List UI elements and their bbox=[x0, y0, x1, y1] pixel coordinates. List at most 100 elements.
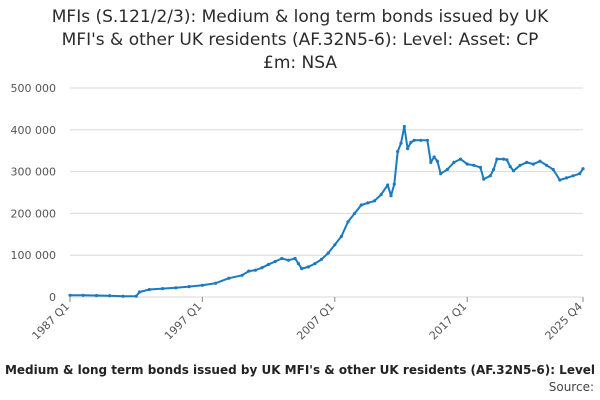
data-point bbox=[581, 167, 585, 171]
data-point bbox=[419, 138, 423, 142]
series-layer bbox=[68, 124, 585, 298]
data-point bbox=[511, 169, 516, 173]
legend-label: Medium & long term bonds issued by UK MF… bbox=[4, 363, 596, 377]
data-point bbox=[306, 265, 310, 269]
data-point bbox=[187, 285, 191, 289]
x-tick-label: 1997 Q1 bbox=[162, 300, 205, 343]
data-point bbox=[108, 294, 112, 298]
data-point bbox=[81, 293, 85, 297]
data-point bbox=[502, 157, 506, 161]
data-point bbox=[399, 141, 403, 145]
y-tick-label: 0 bbox=[49, 291, 56, 304]
data-point bbox=[482, 177, 486, 181]
series-line bbox=[70, 125, 584, 298]
data-point bbox=[508, 165, 512, 169]
x-axis-ticks: 1987 Q1 1997 Q1 2007 Q1 2017 Q1 2025 Q4 bbox=[30, 297, 586, 343]
data-point bbox=[240, 273, 244, 277]
data-point bbox=[359, 203, 363, 207]
data-point bbox=[319, 257, 324, 261]
data-point bbox=[409, 140, 413, 144]
data-point bbox=[326, 251, 330, 255]
data-point bbox=[260, 266, 264, 270]
data-point bbox=[425, 138, 429, 142]
chart-title-line-1: MFIs (S.121/2/3): Medium & long term bon… bbox=[51, 7, 549, 27]
x-tick-label: 2017 Q1 bbox=[427, 300, 470, 343]
data-point bbox=[121, 294, 125, 298]
data-point bbox=[94, 293, 99, 298]
data-point bbox=[214, 281, 218, 285]
data-point bbox=[200, 283, 204, 287]
data-point bbox=[478, 165, 482, 169]
data-point bbox=[267, 262, 271, 266]
data-point bbox=[247, 269, 251, 273]
data-point bbox=[551, 167, 555, 172]
data-point bbox=[137, 290, 142, 294]
data-point bbox=[531, 162, 536, 166]
data-point bbox=[174, 286, 178, 290]
x-tick-label: 1987 Q1 bbox=[30, 300, 73, 343]
data-point bbox=[472, 163, 476, 167]
y-axis-ticks: 0 100 000 200 000 300 000 400 000 500 000 bbox=[11, 82, 57, 304]
data-point bbox=[432, 155, 436, 159]
data-point bbox=[492, 167, 496, 172]
data-point bbox=[495, 157, 499, 161]
data-point bbox=[333, 243, 337, 247]
data-point bbox=[429, 160, 433, 164]
data-point bbox=[313, 262, 317, 266]
data-point bbox=[518, 163, 522, 167]
source-label: Source: bbox=[548, 380, 594, 394]
data-point bbox=[227, 276, 231, 280]
y-tick-label: 100 000 bbox=[11, 249, 57, 262]
chart-title-line-3: £m: NSA bbox=[263, 53, 337, 73]
data-point bbox=[465, 162, 469, 166]
data-point bbox=[366, 201, 370, 205]
data-point bbox=[412, 138, 416, 142]
data-point bbox=[300, 267, 304, 271]
y-tick-label: 400 000 bbox=[11, 124, 57, 137]
data-point bbox=[545, 163, 549, 167]
chart-title-line-2: MFI's & other UK residents (AF.32N5-6): … bbox=[61, 30, 539, 50]
data-point bbox=[525, 160, 529, 164]
data-point bbox=[406, 147, 410, 151]
data-point bbox=[458, 157, 463, 161]
data-point bbox=[296, 262, 300, 266]
data-point bbox=[353, 211, 357, 215]
y-tick-label: 300 000 bbox=[11, 166, 57, 179]
data-point bbox=[273, 259, 277, 264]
data-point bbox=[488, 174, 492, 178]
data-point bbox=[564, 176, 569, 180]
data-point bbox=[280, 256, 284, 261]
data-point bbox=[571, 174, 575, 178]
data-point bbox=[392, 182, 396, 186]
y-tick-label: 500 000 bbox=[11, 82, 57, 95]
grid-lines bbox=[70, 87, 583, 298]
data-point bbox=[147, 287, 151, 292]
data-point bbox=[389, 194, 393, 198]
data-point bbox=[505, 158, 509, 162]
data-point bbox=[134, 294, 138, 298]
data-point bbox=[372, 199, 377, 203]
x-tick-label: 2025 Q4 bbox=[543, 300, 586, 343]
data-point bbox=[558, 178, 562, 182]
data-point bbox=[339, 234, 343, 238]
data-point bbox=[68, 293, 72, 297]
y-tick-label: 200 000 bbox=[11, 207, 57, 220]
chart-title: MFIs (S.121/2/3): Medium & long term bon… bbox=[0, 6, 600, 75]
data-point bbox=[346, 220, 350, 224]
data-point bbox=[439, 172, 443, 176]
data-point bbox=[445, 167, 449, 172]
data-point bbox=[293, 256, 297, 261]
data-point bbox=[161, 287, 165, 291]
data-point bbox=[435, 159, 439, 163]
data-point bbox=[452, 160, 456, 164]
data-point bbox=[538, 159, 542, 163]
data-point bbox=[402, 124, 406, 129]
x-tick-label: 2007 Q1 bbox=[294, 300, 337, 343]
data-point bbox=[386, 183, 390, 187]
data-point bbox=[578, 172, 582, 176]
data-point bbox=[253, 268, 257, 272]
data-point bbox=[286, 258, 290, 262]
data-point bbox=[396, 149, 400, 154]
data-point bbox=[379, 193, 383, 197]
